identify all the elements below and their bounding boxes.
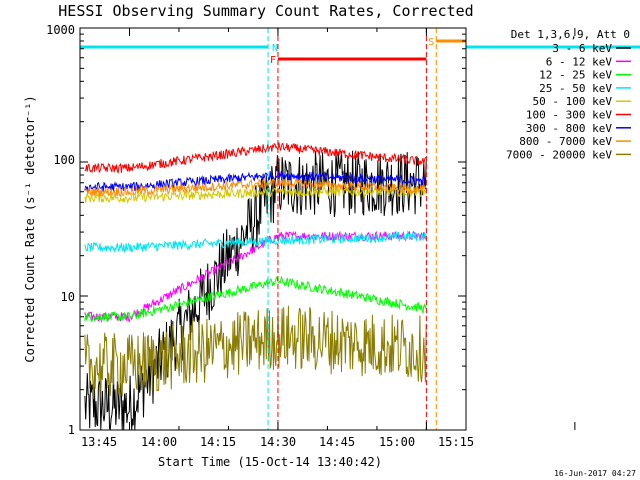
series-line-8 bbox=[84, 177, 427, 198]
x-tick-label-1445: 14:45 bbox=[319, 435, 355, 449]
legend-label-1: 3 - 6 keV bbox=[552, 42, 612, 55]
x-tick-label-1345: 13:45 bbox=[81, 435, 117, 449]
series-line-4 bbox=[84, 231, 427, 254]
x-tick-label-1430: 14:30 bbox=[260, 435, 296, 449]
flags-layer: NF S bbox=[80, 28, 640, 430]
x-tick-label-1415: 14:15 bbox=[200, 435, 236, 449]
x-tick-label-1515: 15:15 bbox=[438, 435, 474, 449]
series-line-6 bbox=[84, 142, 427, 174]
y-tick-label-10: 10 bbox=[61, 290, 75, 304]
y-tick-label-1: 1 bbox=[68, 423, 75, 437]
x-tick-label-1500: 15:00 bbox=[379, 435, 415, 449]
flag-label-S: S bbox=[428, 37, 434, 48]
plot-frame bbox=[79, 27, 467, 431]
y-axis-label: Corrected Count Rate (s⁻¹ detector⁻¹) bbox=[23, 95, 37, 362]
legend-label-4: 25 - 50 keV bbox=[539, 82, 612, 95]
legend-label-7: 300 - 800 keV bbox=[526, 122, 612, 135]
series-line-9 bbox=[84, 305, 427, 400]
series-line-7 bbox=[84, 170, 427, 192]
legend-label-6: 100 - 300 keV bbox=[526, 109, 612, 122]
series-line-3 bbox=[84, 275, 427, 323]
flag-label-F: F bbox=[270, 55, 276, 66]
series-layer bbox=[84, 142, 427, 431]
legend-label-5: 50 - 100 keV bbox=[533, 95, 613, 108]
timestamp: 16-Jun-2017 04:27 bbox=[554, 469, 636, 478]
legend-label-3: 12 - 25 keV bbox=[539, 69, 612, 82]
flag-label-N: N bbox=[272, 43, 278, 54]
x-axis-label: Start Time (15-Oct-14 13:40:42) bbox=[158, 455, 382, 469]
x-tick-label-1400: 14:00 bbox=[141, 435, 177, 449]
series-line-5 bbox=[84, 185, 427, 205]
y-tick-label-100: 100 bbox=[53, 153, 75, 167]
legend-label-8: 800 - 7000 keV bbox=[519, 135, 612, 148]
chart-title: HESSI Observing Summary Count Rates, Cor… bbox=[58, 2, 473, 20]
legend-header: Det 1,3,6,9, Att 0 bbox=[511, 28, 630, 41]
ticks-layer bbox=[79, 28, 576, 431]
y-tick-label-1000: 1000 bbox=[46, 23, 75, 37]
legend-label-2: 6 - 12 keV bbox=[546, 55, 613, 68]
legend-label-9: 7000 - 20000 keV bbox=[506, 148, 612, 161]
